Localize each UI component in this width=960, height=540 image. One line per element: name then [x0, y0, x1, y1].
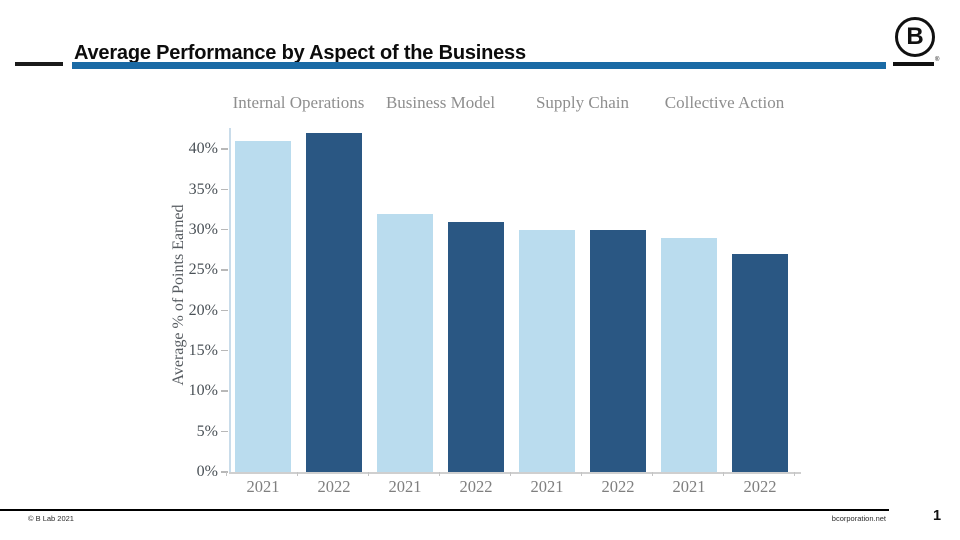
- registered-trademark-icon: ®: [935, 57, 940, 63]
- bar-business-model-2022: [448, 221, 504, 472]
- y-tick-label: 5%: [196, 422, 218, 440]
- y-tick-label: 20%: [188, 301, 218, 319]
- baseline-tick: [297, 472, 298, 476]
- y-tick-mark: [221, 430, 228, 433]
- b-logo-underline: [893, 62, 934, 66]
- bar-internal-operations-2021: [235, 141, 291, 472]
- baseline-tick: [510, 472, 511, 476]
- y-axis-line: [229, 128, 231, 473]
- bar-supply-chain-2021: [519, 229, 575, 472]
- x-tick-label: 2021: [672, 477, 706, 496]
- bar-internal-operations-2022: [306, 133, 362, 472]
- y-tick-label: 0%: [196, 463, 218, 480]
- baseline-tick: [794, 472, 795, 476]
- x-tick-label: 2022: [743, 477, 777, 496]
- y-tick-mark: [221, 471, 228, 473]
- y-tick-mark: [221, 148, 228, 150]
- baseline-tick: [368, 472, 369, 476]
- y-tick-label: 25%: [188, 261, 218, 279]
- y-tick-mark: [221, 349, 228, 352]
- group-label: Collective Action: [664, 93, 785, 112]
- x-tick-label: 2021: [530, 477, 564, 496]
- y-tick-mark: [221, 390, 228, 392]
- bar-collective-action-2022: [732, 254, 788, 472]
- b-corp-circle-icon: B ®: [893, 16, 939, 68]
- y-tick-label: 35%: [188, 180, 218, 198]
- y-tick-mark: [221, 188, 228, 191]
- y-tick-mark: [221, 269, 228, 271]
- group-label: Internal Operations: [232, 93, 365, 112]
- x-tick-label: 2022: [601, 477, 635, 496]
- y-tick-mark: [221, 309, 228, 312]
- sdg-wheel-icon: [17, 9, 63, 55]
- group-label: Supply Chain: [535, 93, 630, 112]
- bar-business-model-2021: [377, 213, 433, 472]
- y-tick-label: 30%: [188, 220, 218, 238]
- footer-rule: [0, 509, 889, 511]
- y-tick-label: 40%: [188, 140, 218, 158]
- x-tick-label: 2022: [459, 477, 493, 496]
- x-axis-baseline: [229, 472, 801, 474]
- x-tick-label: 2021: [246, 477, 280, 496]
- bar-collective-action-2021: [661, 237, 717, 472]
- y-axis-label: Average % of Points Earned: [170, 204, 187, 386]
- x-tick-label: 2022: [317, 477, 351, 496]
- baseline-tick: [226, 472, 227, 476]
- group-label: Business Model: [385, 93, 496, 112]
- title-accent-rule: [72, 62, 886, 69]
- sdg-logo-underline: [15, 62, 63, 66]
- y-tick-label: 10%: [188, 382, 218, 400]
- bar-supply-chain-2022: [590, 229, 646, 472]
- x-tick-label: 2021: [388, 477, 422, 496]
- copyright-text: © B Lab 2021: [28, 514, 74, 523]
- baseline-tick: [652, 472, 653, 476]
- website-text: bcorporation.net: [831, 514, 886, 523]
- y-tick-mark: [221, 228, 228, 231]
- page-number: 1: [932, 508, 942, 524]
- baseline-tick: [723, 472, 724, 476]
- baseline-tick: [439, 472, 440, 476]
- y-tick-label: 15%: [188, 341, 218, 359]
- page-title: Average Performance by Aspect of the Bus…: [74, 42, 526, 65]
- baseline-tick: [581, 472, 582, 476]
- b-logo-letter: B: [895, 17, 935, 57]
